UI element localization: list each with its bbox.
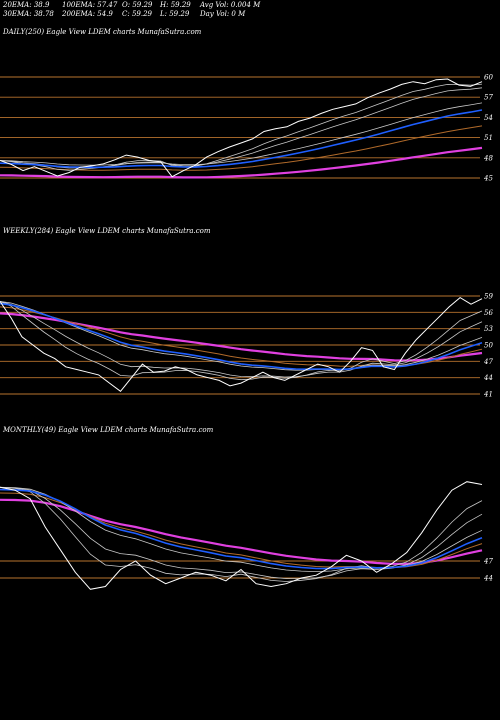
weekly-ytick-label: 44 [483, 374, 493, 382]
weekly-price-line [0, 296, 483, 392]
daily-price-line [0, 78, 483, 178]
monthly-chart-title: MONTHLY(49) Eagle View LDEM charts Munaf… [3, 426, 214, 434]
daily-ema-100-line [0, 125, 483, 171]
monthly-ema-20-line [0, 486, 483, 582]
avg-vol-label: Avg Vol: 0.004 M [200, 1, 261, 9]
weekly-ema-100-line [0, 306, 483, 367]
daily-ema-20-line [0, 83, 483, 171]
monthly-ytick-label: 44 [483, 575, 493, 583]
weekly-ytick-label: 56 [484, 309, 493, 317]
daily-ema-50-line [0, 102, 483, 166]
weekly-ema-200-line [0, 312, 483, 362]
weekly-ema-20-line [0, 301, 483, 381]
daily-ema-200-line [0, 146, 483, 179]
daily-ytick-label: 45 [483, 175, 493, 183]
daily-ytick-label: 51 [484, 134, 493, 142]
monthly-chart: 47 44 [0, 481, 493, 590]
ema200-label: 200EMA: 54.9 [62, 10, 113, 18]
weekly-ema-50-line [0, 301, 483, 371]
close-label: C: 59.29 [122, 10, 152, 18]
ema20-label: 20EMA: 38.9 [3, 1, 50, 9]
monthly-ytick-label: 47 [483, 558, 493, 566]
weekly-chart-title: WEEKLY(284) Eagle View LDEM charts Munaf… [3, 227, 211, 235]
weekly-chart: 59 56 53 50 47 44 41 [0, 293, 493, 399]
daily-ytick-label: 48 [483, 154, 493, 162]
low-label: L: 59.29 [160, 10, 190, 18]
weekly-ytick-label: 41 [483, 391, 493, 399]
high-label: H: 59.29 [160, 1, 191, 9]
daily-chart-title: DAILY(250) Eagle View LDEM charts Munafa… [3, 28, 202, 36]
day-vol-label: Day Vol: 0 M [200, 10, 246, 18]
monthly-ema-blue-line [0, 488, 483, 570]
daily-ytick-label: 60 [484, 74, 493, 82]
weekly-ytick-label: 53 [484, 325, 493, 333]
weekly-ytick-label: 47 [483, 358, 493, 366]
weekly-ema-30-line [0, 301, 483, 378]
ema100-label: 100EMA: 57.47 [62, 1, 118, 9]
daily-chart: 60 57 54 51 48 45 [0, 74, 493, 183]
weekly-ema-blue-line [0, 302, 483, 371]
ema30-label: 30EMA: 38.78 [3, 10, 54, 18]
weekly-ytick-label: 59 [484, 293, 493, 301]
monthly-ema-100-line [0, 492, 483, 569]
daily-ytick-label: 54 [484, 114, 493, 122]
daily-ema-30-line [0, 87, 483, 169]
weekly-ytick-label: 50 [484, 342, 493, 350]
daily-ytick-label: 57 [484, 94, 493, 102]
monthly-price-line [0, 481, 483, 590]
monthly-ema-50-line [0, 486, 483, 573]
open-label: O: 59.29 [122, 1, 153, 9]
